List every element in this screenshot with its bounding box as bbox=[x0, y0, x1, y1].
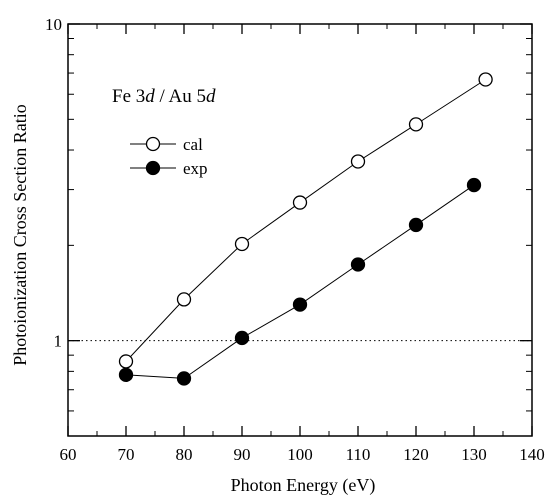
legend-item-exp: exp bbox=[130, 159, 208, 178]
data-point-cal bbox=[176, 292, 192, 307]
data-point-cal bbox=[234, 236, 250, 252]
data-point-cal bbox=[408, 117, 424, 132]
legend-item-cal: cal bbox=[130, 135, 203, 154]
series-line-cal bbox=[125, 79, 486, 362]
x-tick-label: 130 bbox=[461, 445, 487, 464]
annotation-part-3: / Au 5 bbox=[155, 86, 206, 107]
data-point-exp bbox=[408, 217, 424, 233]
data-point-cal bbox=[118, 354, 134, 369]
series-layer bbox=[118, 72, 493, 386]
x-tick-label: 120 bbox=[403, 445, 429, 464]
plot-frame bbox=[67, 23, 533, 437]
data-point-exp bbox=[234, 330, 250, 346]
x-tick-label: 100 bbox=[287, 445, 313, 464]
legend-marker-cal bbox=[145, 136, 161, 152]
tick-marks bbox=[67, 23, 533, 437]
x-tick-label: 140 bbox=[519, 445, 545, 464]
series-cal bbox=[118, 72, 493, 369]
data-point-exp bbox=[118, 367, 134, 382]
x-tick-label: 70 bbox=[118, 445, 135, 464]
annotation-part-4: d bbox=[206, 86, 216, 107]
y-tick-label: 10 bbox=[45, 15, 62, 34]
y-axis-label: Photoionization Cross Section Ratio bbox=[10, 104, 30, 366]
y-tick-label: 1 bbox=[54, 332, 63, 351]
data-point-exp bbox=[466, 177, 482, 193]
annotation-fe3d-au5d: Fe 3d / Au 5d bbox=[112, 86, 216, 107]
data-point-exp bbox=[176, 371, 192, 386]
series-line-exp bbox=[125, 184, 475, 379]
data-point-exp bbox=[350, 257, 366, 272]
x-tick-label: 90 bbox=[234, 445, 251, 464]
data-point-cal bbox=[350, 154, 366, 169]
legend-label-cal: cal bbox=[183, 135, 203, 154]
legend-label-exp: exp bbox=[183, 159, 208, 178]
data-point-cal bbox=[292, 195, 308, 210]
x-tick-label: 110 bbox=[346, 445, 371, 464]
x-tick-label: 60 bbox=[60, 445, 77, 464]
annotation-part-1: Fe 3 bbox=[112, 86, 145, 107]
data-point-cal bbox=[478, 72, 493, 87]
legend-marker-exp bbox=[145, 160, 161, 176]
x-axis-label: Photon Energy (eV) bbox=[231, 475, 376, 496]
data-point-exp bbox=[292, 297, 308, 312]
series-exp bbox=[118, 177, 482, 386]
x-tick-label: 80 bbox=[176, 445, 193, 464]
annotation-part-2: d bbox=[145, 86, 155, 107]
legend: cal exp bbox=[130, 135, 208, 178]
